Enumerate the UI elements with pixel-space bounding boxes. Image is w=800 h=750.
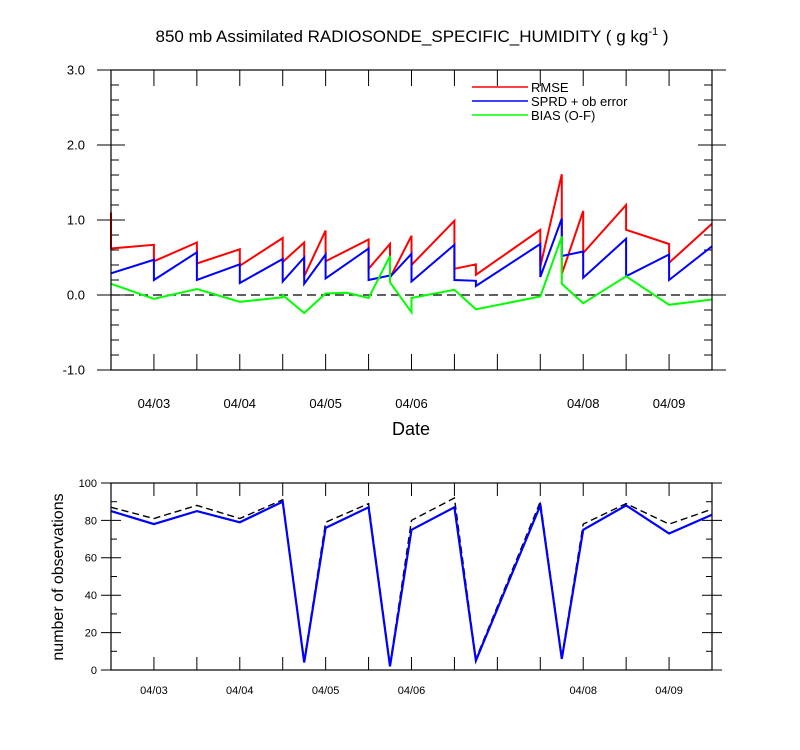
- y-tick-label: 60: [85, 553, 97, 565]
- rmse-spread-bias-chart: 850 mb Assimilated RADIOSONDE_SPECIFIC_H…: [63, 26, 726, 439]
- y-tick-label: 20: [85, 627, 97, 639]
- x-tick-label: 04/08: [567, 396, 600, 411]
- observation-count-chart: 04/03 04/04 04/05 04/06 04/08 04/09 0 20 40 60 80 1…: [50, 478, 722, 697]
- x-tick-label: 04/05: [312, 685, 340, 697]
- bottom-plot-area: 04/03 04/04 04/05 04/06 04/08 04/09 0 20 40 60 80 1…: [79, 478, 722, 697]
- series-line-sprd-ob-error: [110, 218, 713, 288]
- y-tick-label: 100: [79, 478, 97, 490]
- x-tick-label: 04/06: [395, 396, 428, 411]
- top-plot-area: 04/03 04/04 04/05 04/06 04/08 04/09 -1.0 0.0 1.0…: [63, 63, 726, 411]
- x-tick-label: 04/05: [309, 396, 342, 411]
- y-axis-label: number of observations: [50, 493, 67, 660]
- x-tick-label: 04/04: [224, 396, 257, 411]
- x-axis-label: Date: [392, 419, 430, 439]
- x-tick-label: 04/08: [569, 685, 597, 697]
- series-line-bias-o-f: [110, 236, 713, 316]
- y-tick-label: 0.0: [67, 288, 85, 303]
- series-line-assimilated: [110, 500, 713, 667]
- top-plot-frame: [110, 69, 713, 371]
- x-tick-label: 04/06: [398, 685, 426, 697]
- x-tick-label: 04/03: [140, 685, 168, 697]
- chart-title: 850 mb Assimilated RADIOSONDE_SPECIFIC_H…: [156, 26, 669, 46]
- y-tick-label: 0: [91, 665, 97, 677]
- y-tick-label: 1.0: [67, 213, 85, 228]
- y-tick-label: -1.0: [63, 363, 85, 378]
- series-line-possible: [110, 496, 713, 665]
- x-tick-label: 04/04: [226, 685, 254, 697]
- y-tick-label: 2.0: [67, 138, 85, 153]
- x-tick-label: 04/03: [138, 396, 171, 411]
- legend-label-bias-o-f: BIAS (O-F): [531, 108, 595, 123]
- bottom-plot-frame: [110, 482, 713, 671]
- x-tick-label: 04/09: [653, 396, 686, 411]
- legend-label-sprd-ob-error: SPRD + ob error: [531, 94, 628, 109]
- y-tick-label: 80: [85, 515, 97, 527]
- x-tick-label: 04/09: [655, 685, 683, 697]
- y-tick-label: 3.0: [67, 63, 85, 78]
- legend-label-rmse: RMSE: [531, 80, 569, 95]
- y-tick-label: 40: [85, 590, 97, 602]
